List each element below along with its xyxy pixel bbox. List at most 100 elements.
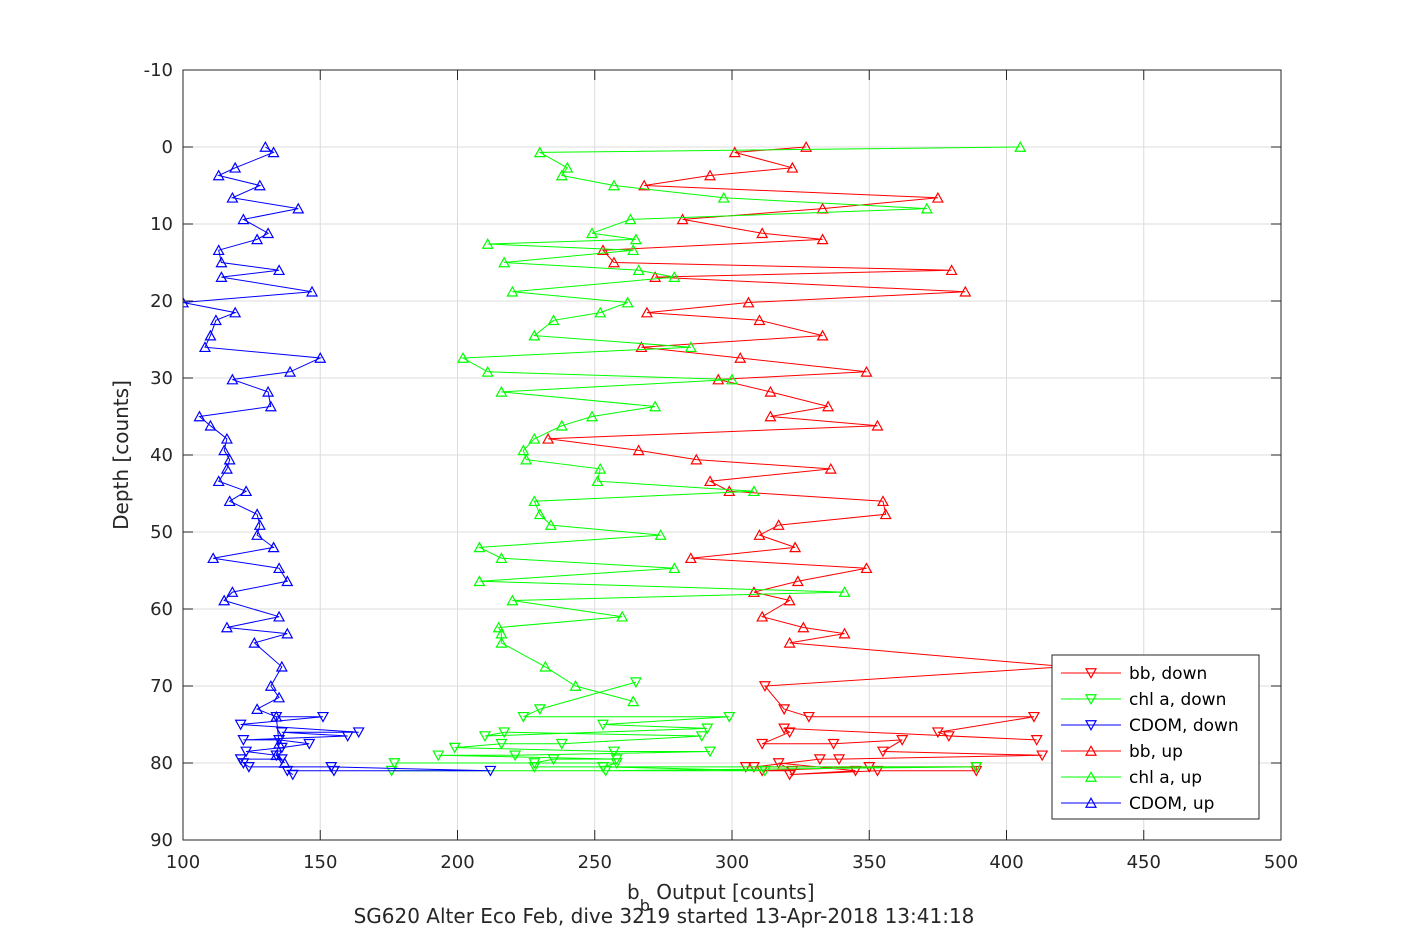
data-point-cdom-up [212,244,225,256]
data-point-bb-up [791,575,804,587]
legend-item-chl-a-down[interactable]: chl a, down [1061,690,1226,710]
data-point-cdom-down [281,765,294,777]
data-point-cdom-up [314,351,327,363]
data-point-bb-up [871,419,884,431]
data-point-chl-a-up [473,575,486,587]
data-point-cdom-down [275,727,288,739]
data-point-cdom-up [281,627,294,639]
data-point-bb-up [607,256,620,268]
data-point-chl-a-down [599,765,612,777]
series-chl-a-up [456,141,1027,707]
data-point-chl-a-up [569,680,582,691]
data-point-chl-a-up [520,453,533,465]
data-point-chl-a-up [481,238,494,249]
data-point-bb-up [800,141,813,152]
data-point-bb-up [676,213,689,225]
data-point-chl-a-up [456,351,470,363]
data-point-chl-a-up [533,146,546,158]
data-point-cdom-up [270,710,283,722]
data-point-bb-up [753,314,766,326]
data-point-bb-up [638,179,651,191]
data-point-cdom-up [251,703,264,714]
data-point-bb-up [945,264,958,276]
data-point-chl-a-up [747,485,760,497]
data-point-chl-a-up [627,695,640,707]
y-tick-label: 60 [150,599,173,620]
legend-label: CDOM, down [1129,716,1239,736]
data-point-chl-a-up [506,285,519,297]
data-point-cdom-up [305,285,319,297]
data-point-chl-a-up [629,233,642,245]
data-point-chl-a-up [585,410,599,422]
data-point-cdom-up [273,562,286,574]
legend-item-cdom-down[interactable]: CDOM, down [1061,716,1239,736]
data-point-chl-a-down [610,758,623,769]
data-point-cdom-down [242,761,255,773]
data-point-cdom-down [286,769,299,781]
data-point-chl-a-down [528,758,541,769]
data-point-bb-up [704,475,717,487]
legend-marker [1084,797,1098,808]
data-point-chl-a-up [585,227,599,239]
data-point-cdom-up [240,485,253,497]
data-point-chl-a-up [528,495,541,507]
data-point-chl-a-down [695,731,708,743]
data-point-cdom-up [198,341,211,353]
data-point-bb-down [1030,735,1043,746]
data-point-cdom-up [226,373,239,385]
data-point-chl-a-up [547,314,560,326]
x-tick-label: 150 [303,852,337,873]
legend-item-chl-a-up[interactable]: chl a, up [1061,768,1202,788]
data-point-cdom-up [264,680,277,691]
data-point-cdom-down [327,765,340,777]
data-point-chl-a-up [528,329,541,341]
data-point-cdom-down [341,731,354,743]
legend-item-bb-up[interactable]: bb, up [1061,742,1183,762]
legend-item-bb-down[interactable]: bb, down [1061,664,1207,684]
data-point-bb-down [942,731,955,743]
data-point-bb-down [876,746,889,758]
data-point-cdom-up [284,365,297,377]
legend[interactable]: bb, down chl a, down CDOM, down bb, up chl a… [1051,654,1260,820]
legend-marker [1084,771,1098,782]
data-point-cdom-up [251,233,264,245]
data-point-cdom-up [273,691,286,703]
x-tick-label: 300 [715,852,749,873]
data-point-chl-a-up [591,475,604,487]
data-point-cdom-up [292,202,305,214]
data-point-bb-up [753,529,766,540]
data-point-chl-a-down [533,704,546,716]
data-point-bb-down [931,727,944,739]
data-point-cdom-up [267,146,280,158]
data-point-chl-a-up [624,213,637,225]
data-point-bb-down [827,738,840,750]
data-point-chl-a-up [492,621,505,633]
data-point-bb-up [734,351,747,363]
data-point-bb-up [860,562,873,574]
data-point-chl-a-up [539,660,552,672]
data-point-cdom-up [248,636,261,648]
data-point-bb-up [931,191,944,203]
data-point-bb-down [783,769,796,781]
data-point-cdom-up [253,519,266,530]
data-point-bb-up [879,508,892,520]
x-tick-label: 350 [852,852,886,873]
x-axis-title-suffix: Output [counts] [650,880,815,904]
data-point-chl-a-up [481,365,494,377]
data-point-chl-a-up [616,610,629,622]
data-point-chl-a-up [533,508,546,520]
data-point-cdom-up [270,749,283,761]
data-point-bb-up [684,552,697,564]
data-point-chl-a-down [723,711,736,723]
data-point-chl-a-down [970,761,983,773]
data-point-bb-up [959,285,972,297]
data-point-bb-up [704,169,717,181]
data-point-bb-up [772,519,785,530]
data-point-cdom-up [273,737,286,749]
data-point-chl-a-down [528,761,541,773]
data-point-chl-a-down [478,731,491,743]
legend-item-cdom-up[interactable]: CDOM, up [1061,794,1214,814]
data-point-bb-up [838,627,851,639]
legend-label: chl a, up [1129,768,1202,788]
series-line-chl-a-down [391,681,977,772]
